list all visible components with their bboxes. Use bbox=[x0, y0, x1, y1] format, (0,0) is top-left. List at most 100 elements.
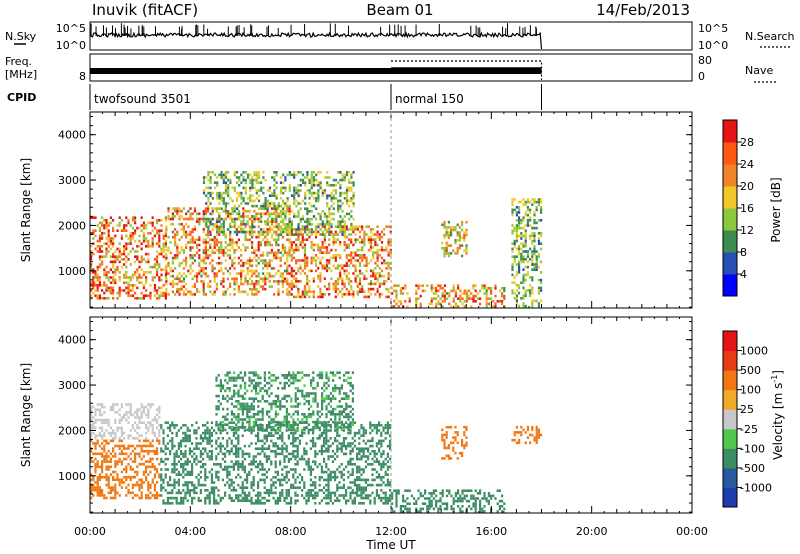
heatmap-cell bbox=[326, 220, 329, 223]
heatmap-cell bbox=[387, 243, 390, 247]
heatmap-cell bbox=[275, 243, 278, 247]
heatmap-cell bbox=[231, 246, 234, 249]
heatmap-cell bbox=[321, 223, 324, 226]
heatmap-cell bbox=[207, 256, 210, 260]
heatmap-cell bbox=[367, 282, 370, 286]
heatmap-cell bbox=[441, 300, 444, 303]
heatmap-cell bbox=[511, 224, 514, 227]
heatmap-cell bbox=[131, 460, 134, 463]
heatmap-cell bbox=[259, 463, 262, 466]
heatmap-cell bbox=[297, 269, 300, 273]
heatmap-cell bbox=[282, 199, 285, 203]
heatmap-cell bbox=[210, 478, 213, 482]
heatmap-cell bbox=[349, 424, 352, 427]
heatmap-cell bbox=[348, 171, 351, 174]
heatmap-cell bbox=[125, 265, 128, 269]
heatmap-cell bbox=[275, 181, 278, 184]
heatmap-cell bbox=[520, 242, 523, 245]
heatmap-cell bbox=[151, 449, 154, 453]
heatmap-cell bbox=[268, 431, 271, 435]
heatmap-cell bbox=[186, 429, 189, 432]
heatmap-cell bbox=[189, 248, 192, 252]
heatmap-cell bbox=[445, 228, 448, 232]
heatmap-cell bbox=[156, 457, 159, 461]
heatmap-cell bbox=[244, 181, 247, 184]
heatmap-cell bbox=[292, 277, 296, 280]
heatmap-cell bbox=[229, 267, 232, 270]
heatmap-cell bbox=[356, 282, 359, 286]
heatmap-cell bbox=[149, 491, 152, 495]
heatmap-cell bbox=[224, 210, 228, 213]
heatmap-cell bbox=[231, 199, 234, 203]
heatmap-cell bbox=[435, 302, 438, 306]
heatmap-cell bbox=[107, 460, 110, 463]
heatmap-cell bbox=[520, 221, 523, 225]
heatmap-cell bbox=[277, 293, 280, 296]
heatmap-cell bbox=[204, 483, 207, 487]
heatmap-cell bbox=[306, 256, 309, 260]
heatmap-cell bbox=[182, 233, 185, 236]
heatmap-cell bbox=[237, 463, 240, 466]
heatmap-cell bbox=[112, 437, 115, 440]
heatmap-cell bbox=[98, 265, 101, 269]
heatmap-cell bbox=[103, 449, 106, 453]
heatmap-cell bbox=[129, 444, 132, 448]
heatmap-cell bbox=[224, 173, 228, 177]
heatmap-cell bbox=[310, 228, 313, 231]
heatmap-cell bbox=[363, 233, 366, 236]
heatmap-cell bbox=[147, 496, 150, 500]
heatmap-cell bbox=[518, 291, 521, 295]
heatmap-cell bbox=[151, 224, 154, 227]
heatmap-cell bbox=[395, 302, 398, 306]
heatmap-cell bbox=[288, 207, 291, 210]
heatmap-cell bbox=[251, 199, 254, 203]
heatmap-cell bbox=[297, 191, 300, 195]
heatmap-cell bbox=[374, 293, 377, 296]
heatmap-cell bbox=[260, 215, 263, 218]
heatmap-cell bbox=[334, 421, 337, 424]
heatmap-cell bbox=[156, 494, 159, 497]
heatmap-cell bbox=[213, 225, 217, 229]
heatmap-cell bbox=[268, 491, 271, 495]
heatmap-cell bbox=[235, 280, 238, 283]
heatmap-cell bbox=[224, 241, 227, 244]
heatmap-cell bbox=[189, 254, 192, 257]
heatmap-cell bbox=[330, 225, 333, 229]
heatmap-cell bbox=[295, 186, 298, 190]
heatmap-cell bbox=[140, 481, 143, 484]
heatmap-cell bbox=[255, 287, 258, 291]
heatmap-cell bbox=[352, 194, 355, 197]
cpid-panel: CPID twofsound 3501 normal 150 bbox=[7, 84, 542, 110]
heatmap-cell bbox=[255, 189, 258, 192]
heatmap-cell bbox=[275, 223, 278, 226]
heatmap-cell bbox=[445, 246, 448, 250]
heatmap-cell bbox=[229, 282, 232, 286]
heatmap-cell bbox=[103, 411, 106, 414]
heatmap-cell bbox=[109, 291, 112, 295]
heatmap-cell bbox=[90, 431, 93, 435]
heatmap-cell bbox=[327, 468, 330, 471]
heatmap-cell bbox=[182, 468, 185, 471]
heatmap-cell bbox=[336, 483, 339, 487]
heatmap-cell bbox=[222, 272, 225, 275]
heatmap-cell bbox=[329, 499, 332, 502]
heatmap-cell bbox=[196, 238, 199, 242]
heatmap-cell bbox=[138, 426, 141, 430]
heatmap-cell bbox=[531, 260, 534, 264]
heatmap-cell bbox=[330, 269, 333, 273]
heatmap-cell bbox=[308, 280, 311, 283]
heatmap-cell bbox=[474, 284, 477, 287]
heatmap-cell bbox=[533, 265, 536, 269]
heatmap-cell bbox=[193, 496, 196, 500]
heatmap-cell bbox=[286, 293, 289, 296]
heatmap-cell bbox=[323, 460, 326, 463]
heatmap-cell bbox=[290, 285, 293, 288]
heatmap-cell bbox=[511, 263, 514, 266]
heatmap-cell bbox=[216, 220, 219, 223]
heatmap-cell bbox=[202, 220, 205, 223]
heatmap-cell bbox=[266, 217, 269, 221]
heatmap-cell bbox=[259, 207, 262, 210]
heatmap-cell bbox=[156, 470, 159, 474]
heatmap-cell bbox=[325, 429, 328, 432]
heatmap-cell bbox=[213, 223, 217, 226]
